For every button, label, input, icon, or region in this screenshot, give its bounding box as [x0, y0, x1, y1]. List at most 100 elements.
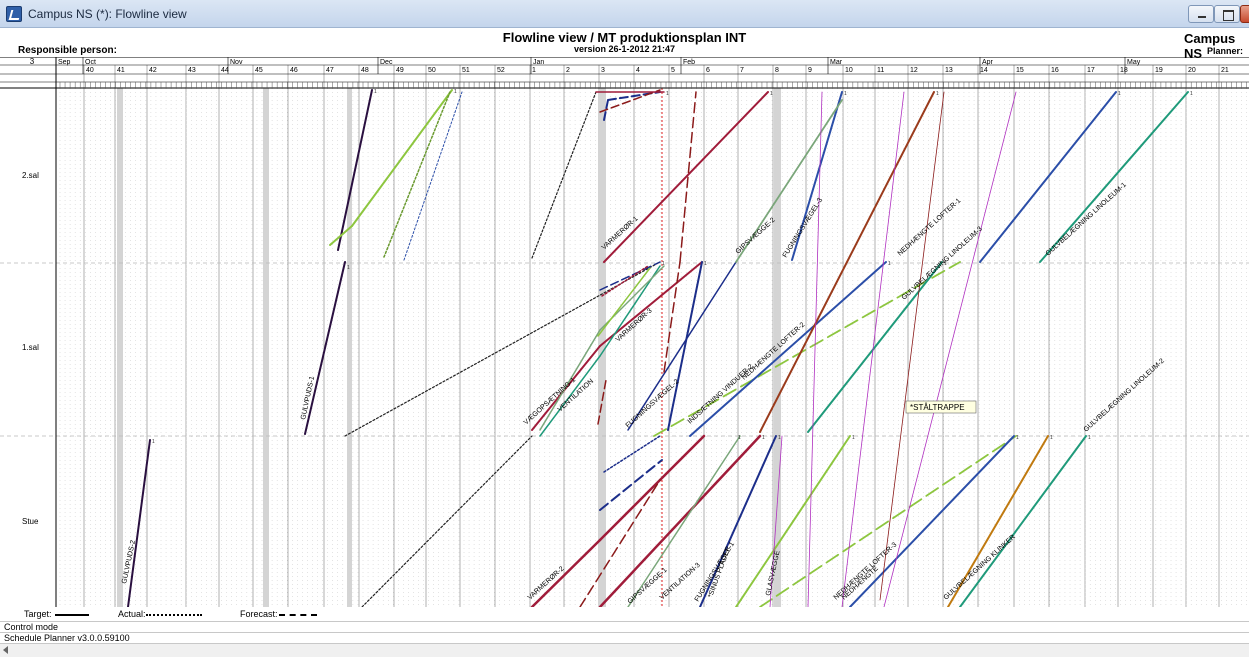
task-flowline: [597, 267, 651, 337]
week-label: 3: [601, 67, 605, 74]
task-flowline: [361, 435, 533, 607]
task-flowline: [539, 355, 601, 437]
task-flowline: [735, 435, 851, 607]
week-label: 11: [877, 67, 884, 74]
legend-forecast-line: [279, 614, 317, 616]
week-label: 7: [740, 67, 744, 74]
task-flowline: [599, 89, 661, 113]
nonworking-stripe: [774, 88, 781, 607]
task-flowline: [531, 91, 597, 259]
task-flowline: [599, 459, 663, 511]
task-flowline: [663, 261, 681, 373]
month-label: Jan: [533, 59, 544, 66]
task-flowline: [791, 91, 843, 261]
week-label: 13: [945, 67, 953, 74]
legend-target-line: [55, 614, 89, 616]
control-mode-status: Control mode: [0, 621, 1249, 632]
milestone-marker: 1: [1118, 91, 1121, 97]
milestone-marker: 1: [852, 435, 855, 441]
task-flowline: [979, 91, 1117, 263]
month-label: Dec: [380, 59, 393, 66]
task-flowline: [841, 91, 905, 607]
legend-actual-line: [146, 614, 202, 616]
milestone-marker: 1: [770, 91, 773, 97]
week-label: 40: [86, 67, 94, 74]
tooltip-text: *STÅLTRAPPE: [910, 403, 965, 412]
task-label: GULVBELÆGNING LINOLEUM-1: [1045, 182, 1128, 258]
task-flowline: [598, 434, 762, 607]
task-flowline: [849, 435, 1015, 607]
month-label: Feb: [683, 59, 695, 66]
milestone-marker: 1: [704, 261, 707, 267]
task-flowline: [735, 99, 843, 263]
task-flowline: [344, 261, 661, 437]
milestone-marker: 1: [762, 435, 765, 441]
milestone-marker: 1: [888, 261, 891, 267]
week-label: 41: [117, 67, 125, 74]
week-label: 9: [808, 67, 812, 74]
milestone-marker: 1: [662, 261, 665, 267]
milestone-marker: 1: [1050, 435, 1053, 441]
task-flowline: [304, 261, 346, 435]
task-flowline: [598, 434, 706, 542]
task-label: GIPSVÆGGE-2: [735, 217, 777, 256]
month-label: Oct: [85, 59, 96, 66]
milestone-marker: 1: [152, 439, 155, 445]
week-label: 10: [845, 67, 853, 74]
task-flowline: [329, 225, 353, 246]
responsible-person-label: Responsible person:: [18, 45, 117, 56]
maximize-button[interactable]: [1214, 5, 1240, 23]
milestone-marker: 1: [944, 261, 947, 267]
task-flowline: [653, 261, 961, 437]
month-label: Mar: [830, 59, 843, 66]
task-flowline: [959, 435, 1087, 607]
task-flowline: [603, 99, 609, 121]
calendar-corner: 3: [30, 57, 35, 66]
task-flowline: [127, 439, 151, 607]
milestone-marker: 1: [844, 91, 847, 97]
task-flowline: [539, 329, 601, 431]
task-flowline: [879, 91, 945, 601]
week-label: 17: [1087, 67, 1095, 74]
scroll-left-icon[interactable]: [3, 646, 8, 654]
task-flowline: [530, 538, 602, 607]
tooltip-box: [905, 400, 977, 414]
nonworking-stripe: [263, 88, 269, 607]
close-button[interactable]: [1240, 5, 1249, 23]
project-name: Campus NS: [1184, 31, 1236, 61]
week-label: 44: [221, 67, 229, 74]
task-flowline: [603, 91, 769, 263]
week-label: 5: [671, 67, 675, 74]
task-flowline: [597, 379, 607, 425]
task-flowline: [599, 261, 661, 291]
task-flowline: [807, 261, 943, 433]
task-label: VENTILATION: [557, 378, 595, 414]
week-label: 12: [910, 67, 918, 74]
horizontal-scrollbar[interactable]: [0, 643, 1249, 657]
tooltip: *STÅLTRAPPE: [905, 400, 977, 414]
title-bar: Campus NS (*): Flowline view: [0, 0, 1249, 28]
week-label: 6: [706, 67, 710, 74]
month-label: Apr: [982, 59, 994, 66]
task-label: NEDHÆNGTE LOFTER-2: [741, 321, 807, 381]
week-label: 50: [428, 67, 436, 74]
week-label: 16: [1051, 67, 1059, 74]
window-title: Campus NS (*): Flowline view: [28, 7, 187, 21]
app-icon: [6, 6, 22, 22]
floor-label: Stue: [22, 517, 39, 526]
legend-target: Target:: [24, 609, 52, 619]
chart-title: Flowline view / MT produktionsplan INT: [502, 30, 747, 45]
week-label: 43: [188, 67, 196, 74]
week-label: 8: [775, 67, 779, 74]
task-flowline: [689, 261, 887, 437]
task-flowline: [351, 89, 453, 227]
milestone-marker: 1: [936, 91, 939, 97]
week-label: 1: [532, 67, 536, 74]
week-label: 45: [255, 67, 263, 74]
minimize-button[interactable]: [1188, 5, 1214, 23]
floor-label: 2.sal: [22, 171, 39, 180]
task-flowline: [807, 91, 823, 607]
milestone-marker: 1: [454, 89, 457, 95]
task-flowline: [627, 261, 737, 431]
